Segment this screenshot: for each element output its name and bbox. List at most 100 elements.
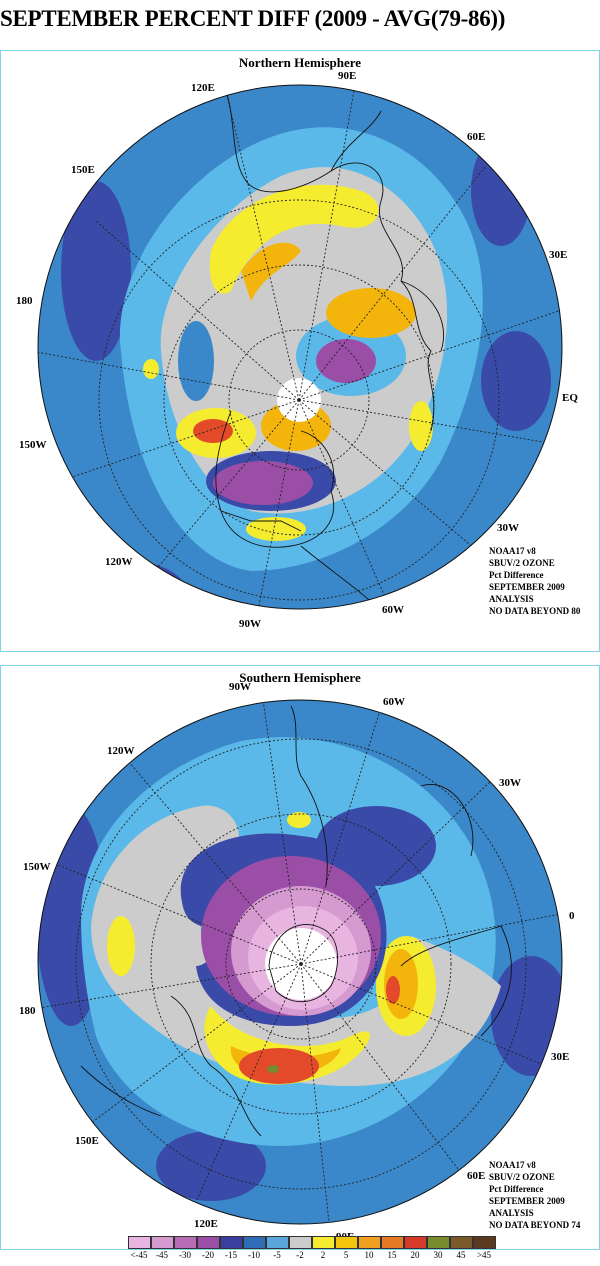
- info-block-north: NOAA17 v8 SBUV/2 OZONE Pct Difference SE…: [489, 545, 580, 617]
- panel-title-south: Southern Hemisphere: [239, 670, 361, 685]
- lon-label-eq: EQ: [562, 392, 578, 404]
- legend-label: -5: [273, 1250, 281, 1260]
- legend-label: -15: [225, 1250, 237, 1260]
- north-polar-map: 90E 60E 30E EQ 30W 60W 90W 120W 150W 180…: [16, 70, 578, 630]
- info-line: NO DATA BEYOND 80: [489, 606, 581, 616]
- legend-swatch: [335, 1236, 358, 1249]
- legend-label: -20: [202, 1250, 214, 1260]
- graticule: [38, 700, 562, 1224]
- lon-label-150w: 150W: [19, 439, 47, 451]
- lon-label-90w: 90W: [229, 681, 251, 693]
- legend-label: 5: [343, 1250, 349, 1260]
- lon-label-120w: 120W: [107, 745, 135, 757]
- dark-blue-region-sw: [156, 1131, 266, 1201]
- legend-swatch: [473, 1236, 496, 1249]
- legend-label: 10: [364, 1250, 374, 1260]
- south-polar-map: 90W 60W 30W 0 30E 60E 90E 120E 150E 180 …: [19, 681, 575, 1243]
- info-line: ANALYSIS: [489, 1208, 534, 1218]
- legend-swatch: [427, 1236, 450, 1249]
- legend-label: <-45: [130, 1250, 148, 1260]
- lon-label-60e: 60E: [467, 131, 485, 143]
- graticule: [38, 90, 562, 609]
- legend-label: 2: [320, 1250, 326, 1260]
- coastlines: [80, 705, 512, 1137]
- coastlines: [215, 90, 445, 609]
- legend-swatch: [197, 1236, 220, 1249]
- legend-swatch: [312, 1236, 335, 1249]
- yellow-patch-west: [107, 916, 135, 976]
- legend-swatch: [450, 1236, 473, 1249]
- lon-label-60e: 60E: [467, 1170, 485, 1182]
- panel-title-north: Northern Hemisphere: [238, 55, 362, 70]
- dark-blue-region-ne: [471, 136, 531, 246]
- red-patch-west: [193, 419, 233, 443]
- red-patch-south: [239, 1048, 319, 1084]
- legend-label: 30: [433, 1250, 443, 1260]
- lon-label-120w: 120W: [105, 556, 133, 568]
- info-line: NOAA17 v8: [489, 546, 536, 556]
- lon-label-30w: 30W: [497, 522, 519, 534]
- lon-label-90w: 90W: [239, 618, 261, 630]
- lon-label-60w: 60W: [383, 696, 405, 708]
- lon-label-0: 0: [569, 910, 575, 922]
- info-line: Pct Difference: [489, 570, 544, 580]
- legend-label: >45: [476, 1250, 492, 1260]
- lon-label-150w: 150W: [23, 861, 51, 873]
- info-line: SBUV/2 OZONE: [489, 1172, 555, 1182]
- info-line: Pct Difference: [489, 1184, 544, 1194]
- dark-blue-region-sw: [71, 561, 191, 609]
- info-line: ANALYSIS: [489, 594, 534, 604]
- legend-swatch: [266, 1236, 289, 1249]
- legend-swatch: [358, 1236, 381, 1249]
- blue-patch-inner-west: [178, 321, 214, 401]
- map-outline-north: [37, 84, 563, 610]
- lon-label-120e: 120E: [191, 82, 215, 94]
- lon-label-90e: 90E: [338, 70, 356, 82]
- yellow-patch-east: [409, 401, 433, 451]
- legend-label: -2: [296, 1250, 304, 1260]
- info-block-south: NOAA17 v8 SBUV/2 OZONE Pct Difference SE…: [489, 1159, 580, 1231]
- legend-label: -10: [248, 1250, 260, 1260]
- purple-patch-center: [213, 461, 313, 505]
- dark-blue-region-west: [61, 181, 131, 361]
- lon-label-150e: 150E: [71, 164, 95, 176]
- legend-swatch: [151, 1236, 174, 1249]
- legend-swatch: [289, 1236, 312, 1249]
- lon-label-30e: 30E: [551, 1051, 569, 1063]
- legend-label: 45: [456, 1250, 466, 1260]
- lon-label-150e: 150E: [75, 1135, 99, 1147]
- lon-label-180: 180: [16, 295, 33, 307]
- yellow-patch-small-west: [143, 359, 159, 379]
- orange-patch-ne: [326, 288, 416, 338]
- yellow-patch-north: [287, 812, 311, 828]
- olive-patch-south: [267, 1065, 279, 1073]
- legend-swatch: [128, 1236, 151, 1249]
- red-patch-east: [386, 976, 400, 1004]
- legend-swatch: [174, 1236, 197, 1249]
- legend-label: -30: [179, 1250, 191, 1260]
- orange-patch-north: [241, 242, 301, 301]
- southern-hemisphere-panel: Southern Hemisphere: [0, 665, 600, 1250]
- lon-label-180: 180: [19, 1005, 36, 1017]
- lon-label-30e: 30E: [549, 249, 567, 261]
- info-line: SEPTEMBER 2009: [489, 582, 565, 592]
- info-line: NOAA17 v8: [489, 1160, 536, 1170]
- legend-label: 15: [387, 1250, 397, 1260]
- legend-label: 20: [410, 1250, 420, 1260]
- lon-label-120e: 120E: [194, 1218, 218, 1230]
- legend-swatch: [243, 1236, 266, 1249]
- lon-label-30w: 30W: [499, 777, 521, 789]
- info-line: SBUV/2 OZONE: [489, 558, 555, 568]
- legend-swatch: [404, 1236, 427, 1249]
- info-line: NO DATA BEYOND 74: [489, 1220, 581, 1230]
- legend-label: -45: [156, 1250, 168, 1260]
- dark-blue-region-east: [481, 331, 551, 431]
- main-title: SEPTEMBER PERCENT DIFF (2009 - AVG(79-86…: [0, 6, 506, 31]
- yellow-arc-north: [209, 184, 379, 294]
- info-line: SEPTEMBER 2009: [489, 1196, 565, 1206]
- northern-hemisphere-panel: Northern Hemisphere: [0, 50, 600, 652]
- legend-swatch: [381, 1236, 404, 1249]
- legend-swatch: [220, 1236, 243, 1249]
- lon-label-60w: 60W: [382, 604, 404, 616]
- purple-patch-ne: [316, 339, 376, 383]
